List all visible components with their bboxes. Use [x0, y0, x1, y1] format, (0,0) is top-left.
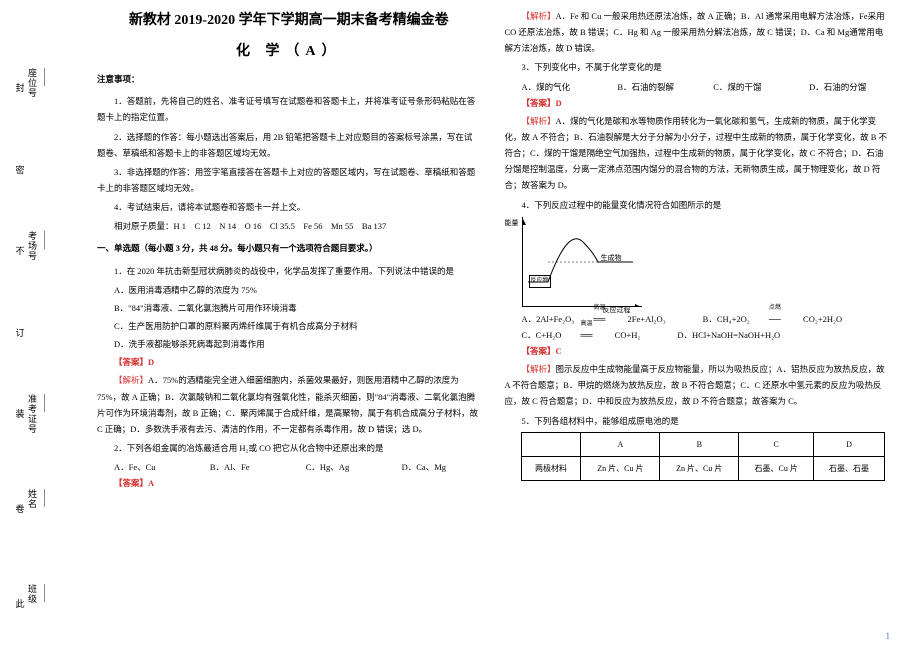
q4-opt-d: D．HCl+NaOH=NaOH+H₂O [660, 327, 780, 343]
right-column: 【解析】A．Fe 和 Cu 一般采用热还原法冶炼，故 A 正确；B．Al 通常采… [493, 8, 901, 643]
q3-stem: 3．下列变化中，不属于化学变化的是 [505, 59, 889, 75]
secret-char: 密 [14, 163, 26, 176]
name-label: 姓名 [26, 489, 39, 529]
q1-stem: 1．在 2020 年抗击新型冠状病肺炎的战役中，化学品发挥了重要作用。下列说法中… [97, 263, 481, 279]
staple-char: 装 [14, 407, 26, 420]
notice-1: 1．答题前，先将自己的姓名、准考证号填写在试题卷和答题卡上，并将准考证号条形码粘… [97, 93, 481, 125]
q3-opt-c: C．煤的干馏 [696, 79, 792, 95]
this-char: 此 [14, 597, 26, 610]
table-head-row: A B C D [521, 432, 884, 456]
exam-label: 考场号 [26, 231, 39, 271]
q3-opt-a: A．煤的气化 [505, 79, 601, 95]
notice-4: 4．考试结束后，请将本试题卷和答题卡一并上交。 [97, 199, 481, 215]
table-row: 两极材料 Zn 片、Cu 片 Zn 片、Cu 片 石墨、Cu 片 石墨、石墨 [521, 456, 884, 480]
q2-stem: 2．下列各组金属的冶炼最适合用 H₂或 CO 把它从化合物中还原出来的是 [97, 440, 481, 456]
q1-opt-a: A．医用消毒酒精中乙醇的浓度为 75% [97, 282, 481, 298]
energy-diagram: 能量 反应物 生成物 反应过程 [522, 217, 642, 307]
q3-opt-d: D．石油的分馏 [792, 79, 888, 95]
page-number: 1 [886, 631, 891, 641]
q5-table: A B C D 两极材料 Zn 片、Cu 片 Zn 片、Cu 片 石墨、Cu 片… [521, 432, 885, 481]
notice-heading: 注意事项： [97, 71, 481, 87]
ylabel: 能量 [505, 217, 519, 230]
q2-opt-c: C．Hg、Ag [289, 459, 385, 475]
q2-opt-b: B．Al、Fe [193, 459, 289, 475]
q4-stem: 4．下列反应过程中的能量变化情况符合如图所示的是 [505, 197, 889, 213]
q1-opt-b: B．"84"消毒液、二氧化氯泡腾片可用作环境消毒 [97, 300, 481, 316]
q4-answer: 【答案】C [505, 343, 889, 359]
q1-analysis: 【解析】【解析】A．75%的酒精能完全进入细菌细胞内，杀菌效果最好，则医用酒精中… [97, 372, 481, 437]
notice-2: 2．选择题的作答：每小题选出答案后，用 2B 铅笔把答题卡上对应题目的答案标号涂… [97, 129, 481, 161]
class-label: 班级 [26, 584, 39, 624]
q2-opt-a: A．Fe、Cu [97, 459, 193, 475]
binding-margin: 封座位号____ 密 不考场号____ 订 装准考证号____ 卷姓名____ … [14, 40, 64, 651]
q5-stem: 5．下列各组材料中，能够组成原电池的是 [505, 413, 889, 429]
q2-answer: 【答案】A [97, 475, 481, 491]
q4-analysis: 【解析】图示反应中生成物能量高于反应物能量，所以为吸热反应；A．铝热反应为放热反… [505, 361, 889, 409]
q4-opt-c: C．C+H₂O ══ CO+H₂ [505, 327, 641, 343]
q1-answer: 【答案】D [97, 354, 481, 370]
q3-opt-b: B．石油的裂解 [600, 79, 696, 95]
notice-3: 3．非选择题的作答：用签字笔直接答在答题卡上对应的答题区域内，写在试题卷、草稿纸… [97, 164, 481, 196]
subject-title: 化 学（A） [97, 39, 481, 66]
q1-opt-d: D．洗手液都能够杀死病毒起到消毒作用 [97, 336, 481, 352]
bind-char: 订 [14, 326, 26, 339]
seal-char: 封 [14, 81, 26, 94]
section-1-title: 一、单选题（每小题 3 分，共 48 分。每小题只有一个选项符合题目要求。） [97, 240, 481, 256]
q4-options-row2: C．C+H₂O ══ CO+H₂ D．HCl+NaOH=NaOH+H₂O [505, 327, 889, 343]
atomic-masses: 相对原子质量：H 1 C 12 N 14 O 16 Cl 35.5 Fe 56 … [97, 218, 481, 234]
seat-label: 座位号 [26, 68, 39, 108]
left-column: 新教材 2019-2020 学年下学期高一期末备考精编金卷 化 学（A） 注意事… [85, 8, 493, 643]
q2-options: A．Fe、Cu B．Al、Fe C．Hg、Ag D．Ca、Mg [97, 459, 481, 475]
product-label: 生成物 [601, 252, 622, 265]
no-char: 不 [14, 244, 26, 257]
q4-options-row1: A．2Al+Fe₂O₃ ══ 2Fe+Al₂O₃ B．CH₄+2O₂ ── CO… [505, 311, 889, 327]
q4-opt-b: B．CH₄+2O₂ ── CO₂+2H₂O [686, 311, 842, 327]
q2-opt-d: D．Ca、Mg [385, 459, 481, 475]
reactant-label: 反应物 [529, 275, 551, 288]
q1-opt-c: C．生产医用防护口罩的原料聚丙烯纤维属于有机合成高分子材料 [97, 318, 481, 334]
q3-analysis: 【解析】A．煤的气化是碳和水等物质作用转化为一氧化碳和氢气，生成新的物质，属于化… [505, 113, 889, 194]
xlabel: 反应过程 [603, 304, 631, 317]
q3-answer: 【答案】D [505, 95, 889, 111]
paper-char: 卷 [14, 502, 26, 515]
id-label: 准考证号 [26, 394, 39, 434]
q2-analysis: 【解析】A．Fe 和 Cu 一般采用热还原法冶炼，故 A 正确；B．Al 通常采… [505, 8, 889, 56]
q3-options: A．煤的气化 B．石油的裂解 C．煤的干馏 D．石油的分馏 [505, 79, 889, 95]
paper-title: 新教材 2019-2020 学年下学期高一期末备考精编金卷 [97, 8, 481, 35]
